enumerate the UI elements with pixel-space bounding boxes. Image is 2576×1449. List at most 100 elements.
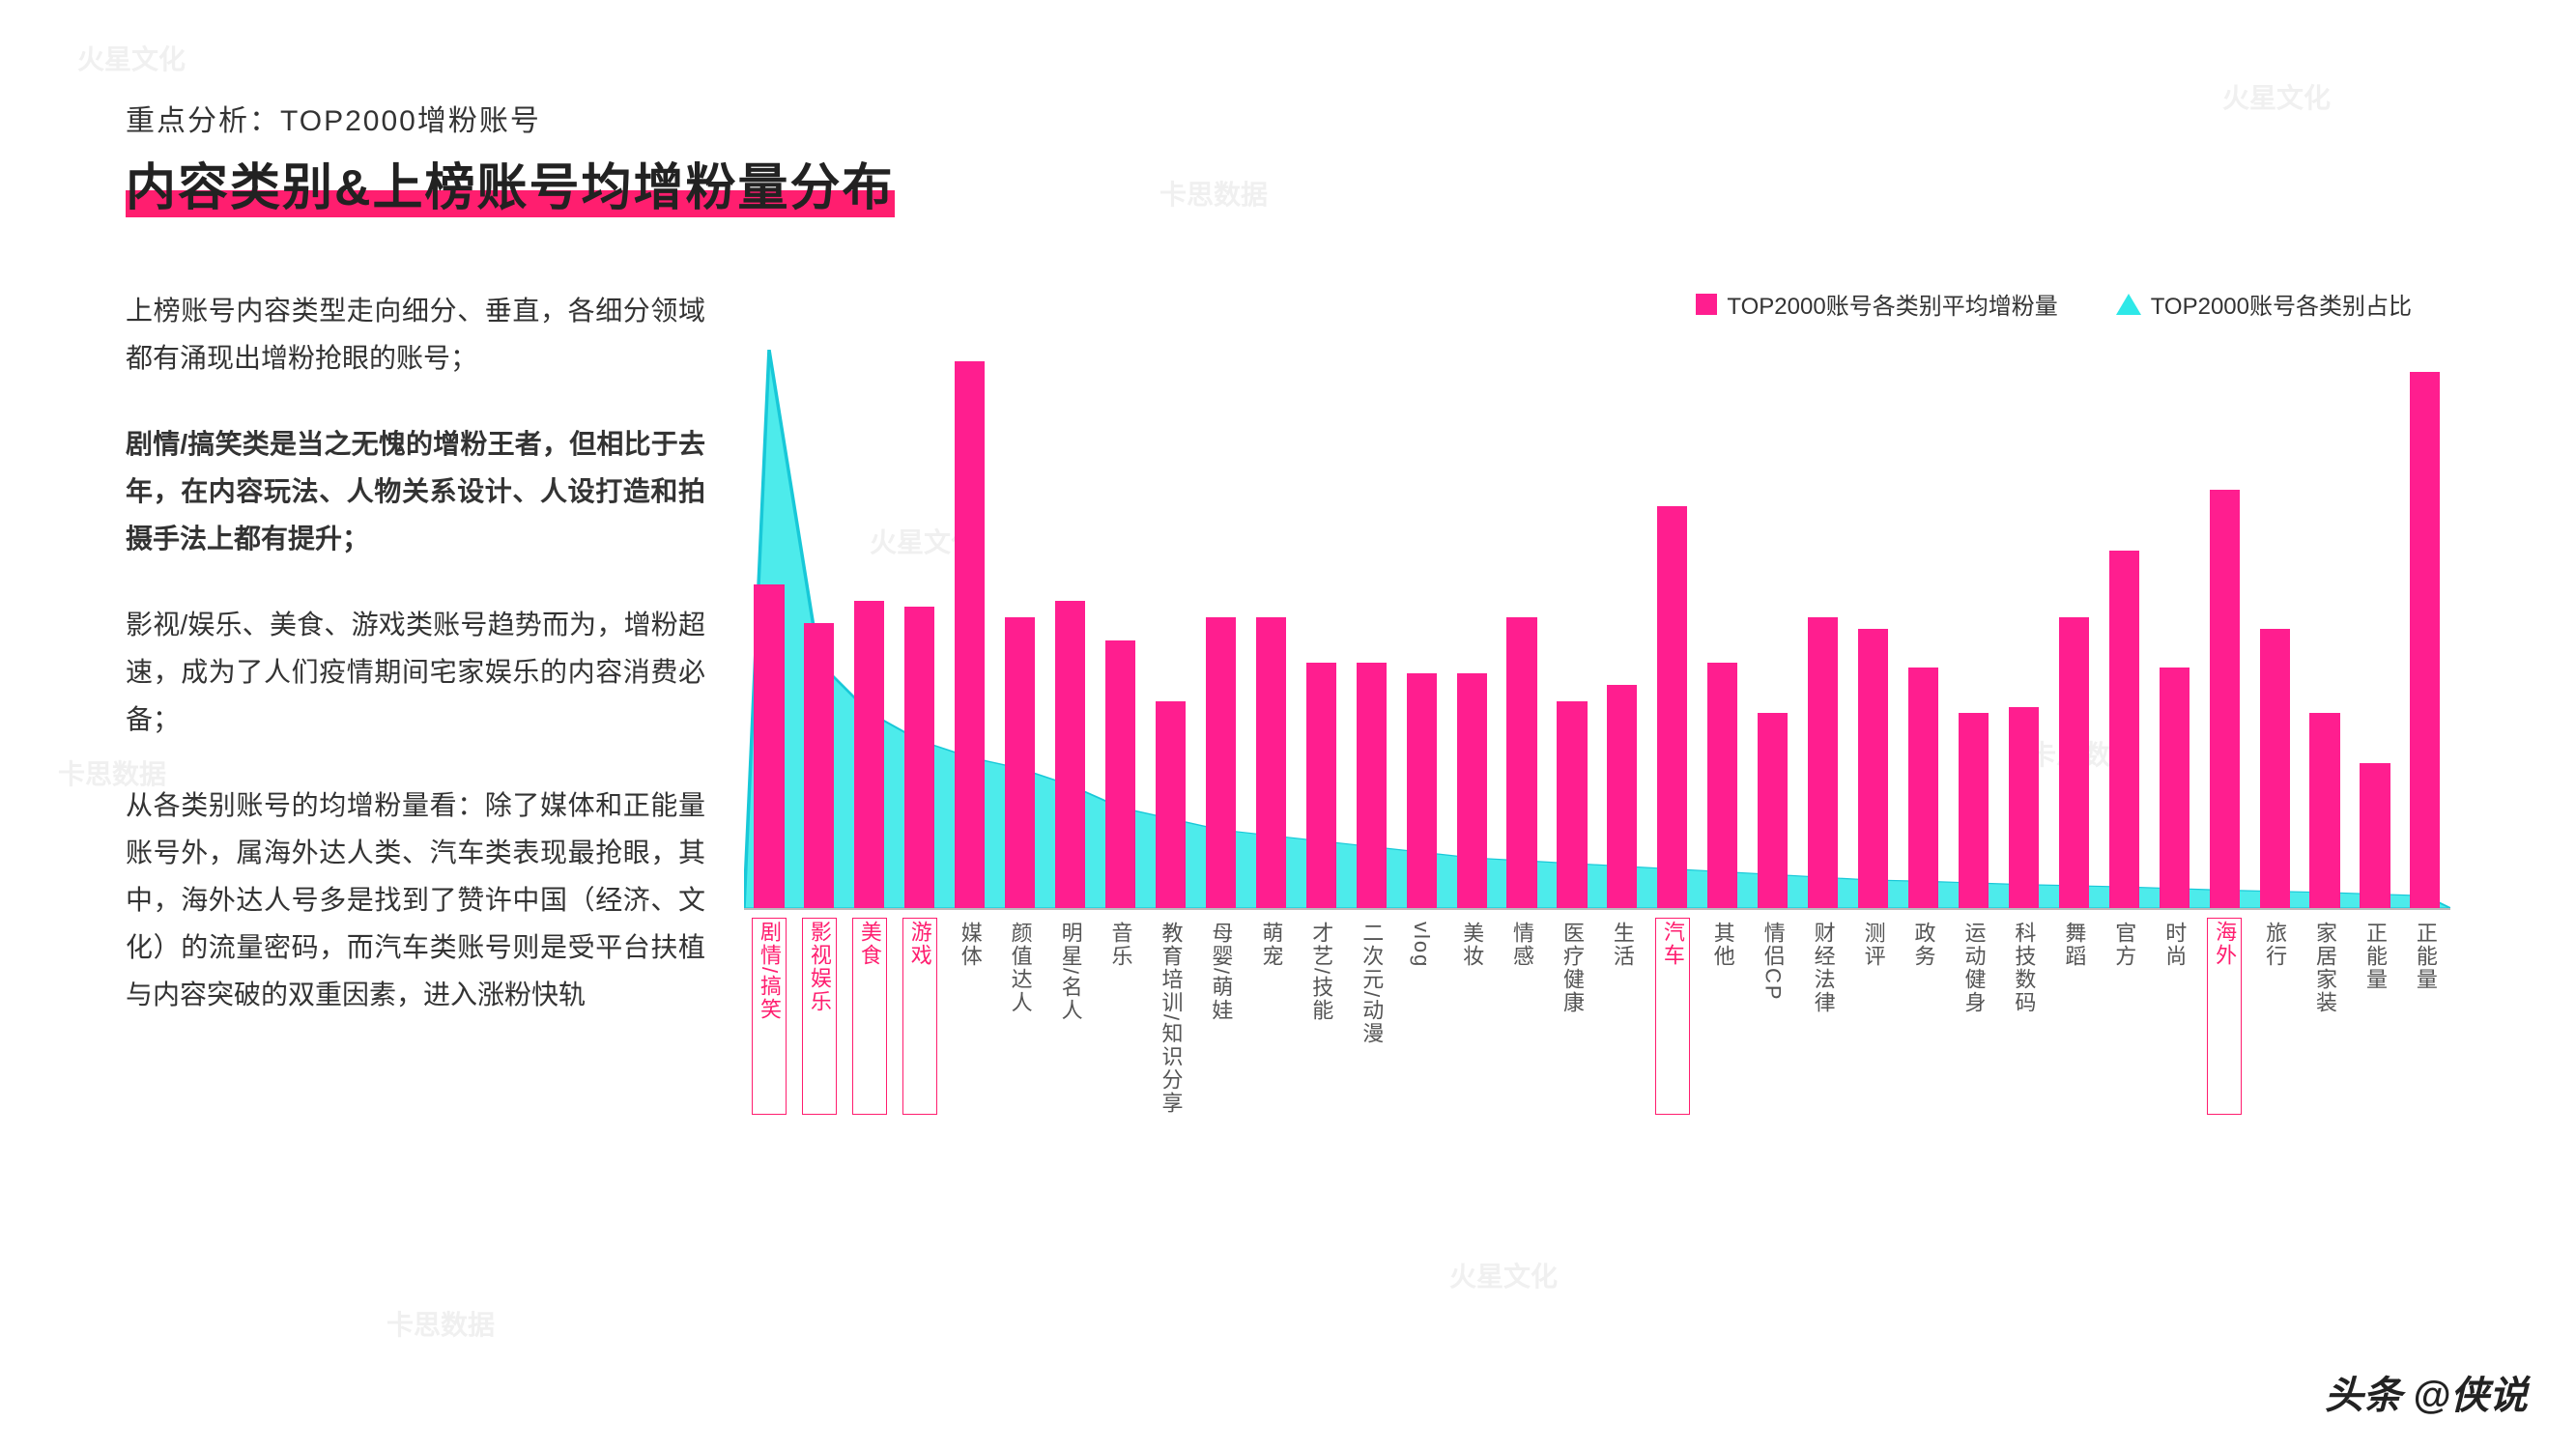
bar-slot [1748,350,1798,908]
xlabel-slot: 母婴/萌娃 [1195,918,1245,1115]
bar [1707,663,1737,908]
bar-slot [1899,350,1949,908]
xlabel-slot: 才艺/技能 [1296,918,1346,1115]
bar-slot [1096,350,1146,908]
x-axis-label: 音乐 [1105,918,1136,1115]
x-axis-label: 其他 [1707,918,1738,1115]
bar [2059,617,2089,908]
page-title: 内容类别&上榜账号均增粉量分布 [126,147,895,219]
x-axis-label: 剧情/搞笑 [752,918,787,1115]
bar [955,361,985,908]
bar-slot [794,350,844,908]
x-axis-label: 家居家装 [2309,918,2340,1115]
bar-slot [1949,350,1999,908]
bar [1055,601,1085,908]
x-axis-label: 影视娱乐 [802,918,837,1115]
x-axis-label: 美食 [852,918,887,1115]
x-axis-label: 萌宠 [1255,918,1286,1115]
bar [804,623,834,908]
bar [1557,701,1587,908]
xlabel-slot: 美食 [844,918,895,1115]
bar [2210,490,2240,909]
bar [1457,673,1487,908]
bar-slot [1446,350,1497,908]
xlabel-slot: 二次元/动漫 [1346,918,1396,1115]
xlabel-slot: 萌宠 [1245,918,1296,1115]
xlabel-slot: 家居家装 [2300,918,2350,1115]
bar [1306,663,1336,908]
xlabel-slot: 舞蹈 [2048,918,2099,1115]
xlabel-slot: 剧情/搞笑 [744,918,794,1115]
xlabel-slot: 财经法律 [1798,918,1848,1115]
xlabel-slot: 教育培训/知识分享 [1146,918,1196,1115]
bar-slot [1045,350,1096,908]
xlabel-slot: 官方 [2099,918,2149,1115]
x-axis-label: 美妆 [1456,918,1487,1115]
bar-slot [1998,350,2048,908]
bar-slot [1647,350,1698,908]
bar-slot [1396,350,1446,908]
x-axis-label: 生活 [1607,918,1638,1115]
text-column: 上榜账号内容类型走向细分、垂直，各细分领域都有涌现出增粉抢眼的账号； 剧情/搞笑… [126,287,705,1103]
xlabel-slot: 正能量 [2350,918,2400,1115]
bar [904,607,934,908]
bar [1808,617,1838,908]
bar-slot [1848,350,1899,908]
xlabel-slot: vlog [1396,918,1446,1115]
bar [2360,763,2390,908]
xlabel-slot: 政务 [1899,918,1949,1115]
title-wrap: 内容类别&上榜账号均增粉量分布 [126,147,895,219]
x-axis-label: 海外 [2207,918,2242,1115]
bar [754,584,784,908]
bar [1206,617,1236,908]
legend-bar: TOP2000账号各类别平均增粉量 [1696,287,2057,321]
x-axis-label: 颜值达人 [1005,918,1036,1115]
xlabel-slot: 科技数码 [1998,918,2048,1115]
bar [1256,617,1286,908]
bar [1607,685,1637,908]
plot [744,350,2450,910]
bar [2260,629,2290,908]
bar-slot [1698,350,1748,908]
bar-slot [2048,350,2099,908]
bar [1407,673,1437,908]
bar-slot [2400,350,2450,908]
legend-area-label: TOP2000账号各类别占比 [2151,287,2412,321]
xlabel-slot: 明星/名人 [1045,918,1096,1115]
bar [1105,640,1135,908]
attribution: 头条 @侠说 [2325,1364,2528,1420]
x-axis-label: 医疗健康 [1557,918,1588,1115]
x-axis-label: 游戏 [902,918,937,1115]
bar-slot [1146,350,1196,908]
x-axis-label: 政务 [1908,918,1939,1115]
xlabel-slot: 颜值达人 [995,918,1045,1115]
bar [1908,668,1938,908]
xlabel-slot: 其他 [1698,918,1748,1115]
bar [1506,617,1536,908]
x-axis-label: 才艺/技能 [1305,918,1336,1115]
x-axis-label: vlog [1409,918,1434,1115]
bar-slot [1547,350,1597,908]
x-axis-label: 教育培训/知识分享 [1155,918,1186,1115]
bar-slot [844,350,895,908]
bar-slot [2300,350,2350,908]
x-axis-label: 明星/名人 [1055,918,1086,1115]
xlabel-slot: 美妆 [1446,918,1497,1115]
paragraph-4: 从各类别账号的均增粉量看：除了媒体和正能量账号外，属海外达人类、汽车类表现最抢眼… [126,781,705,1018]
bar-slot [1597,350,1647,908]
xlabel-slot: 汽车 [1647,918,1698,1115]
x-axis-label: 汽车 [1655,918,1690,1115]
watermark: 火星文化 [1449,1256,1558,1294]
bar-slot [945,350,995,908]
bars-layer [744,350,2450,908]
bar-slot [1296,350,1346,908]
bar-slot [1195,350,1245,908]
xlabel-slot: 情侣CP [1748,918,1798,1115]
x-axis-label: 旅行 [2259,918,2290,1115]
chart-column: TOP2000账号各类别平均增粉量 TOP2000账号各类别占比 剧情/搞笑影视… [744,287,2450,1103]
bar-slot [2350,350,2400,908]
x-axis-label: 二次元/动漫 [1356,918,1387,1115]
x-axis-label: 官方 [2108,918,2139,1115]
bar [1758,713,1788,908]
bar-slot [2099,350,2149,908]
